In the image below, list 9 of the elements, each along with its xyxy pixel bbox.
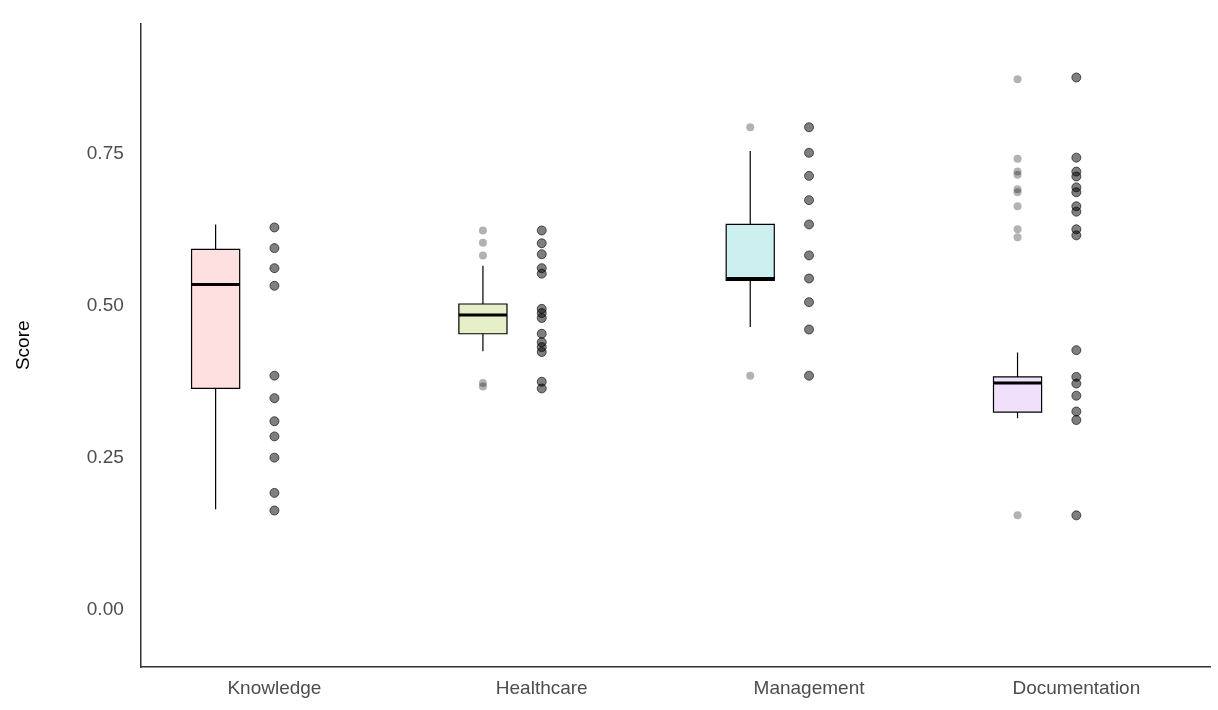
y-axis-title: Score [11, 320, 33, 371]
y-tick-label: 0.25 [86, 445, 124, 467]
x-tick-label: Knowledge [227, 676, 322, 698]
y-tick-label: 0.75 [86, 142, 124, 164]
x-tick-label: Management [753, 676, 866, 698]
y-tick-label: 0.50 [86, 294, 124, 316]
x-tick-label: Healthcare [495, 676, 588, 698]
x-tick-label: Documentation [1012, 676, 1141, 698]
y-tick-label: 0.00 [86, 597, 124, 619]
